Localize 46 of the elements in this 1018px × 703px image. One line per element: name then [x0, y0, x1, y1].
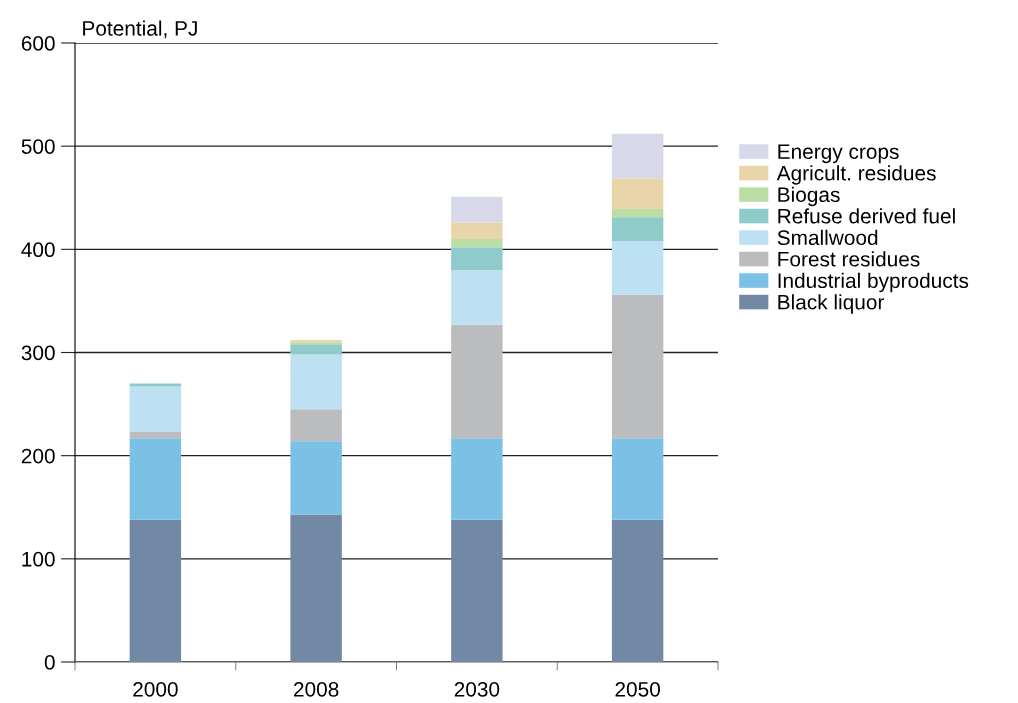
- bar: [611, 294, 664, 439]
- y-tick-label: 200: [21, 448, 55, 464]
- bar: [290, 514, 342, 662]
- y-tick-label: 100: [22, 551, 55, 567]
- legend-label: Energy crops: [778, 144, 899, 164]
- bar: [290, 441, 342, 515]
- bar: [290, 354, 342, 410]
- x-tick-label: 2008: [294, 681, 339, 697]
- bar: [611, 519, 664, 662]
- legend-label: Black liquor: [778, 294, 885, 314]
- bar: [451, 519, 503, 662]
- bar: [451, 438, 503, 520]
- y-tick-label: 400: [21, 242, 55, 258]
- y-tick-label: 0: [44, 655, 55, 670]
- bar: [451, 196, 503, 223]
- bar: [451, 222, 503, 240]
- bar: [611, 438, 664, 520]
- legend-label: Industrial byproducts: [778, 272, 969, 293]
- legend-label: Forest residues: [778, 251, 920, 267]
- bar: [451, 247, 503, 270]
- bar: [129, 438, 182, 520]
- legend-label: Biogas: [778, 186, 840, 207]
- x-tick-label: 2030: [454, 681, 500, 697]
- bar: [129, 386, 182, 432]
- bar: [451, 239, 503, 248]
- x-tick-label: 2050: [615, 681, 660, 697]
- legend-label: Smallwood: [777, 229, 878, 246]
- y-tick-label: 300: [21, 345, 55, 361]
- bar: [129, 383, 182, 387]
- bar: [290, 409, 342, 442]
- bar: [290, 344, 342, 355]
- legend-label: Refuse derived fuel: [778, 208, 955, 224]
- legend-label: Agricult. residues: [776, 165, 936, 185]
- x-tick-label: 2000: [133, 681, 178, 697]
- bar: [129, 519, 182, 662]
- y-tick-label: 500: [21, 139, 55, 154]
- bar: [611, 209, 664, 218]
- y-tick-label: 600: [21, 36, 55, 51]
- bar: [129, 431, 182, 439]
- bar: [451, 269, 503, 325]
- bar: [611, 217, 664, 242]
- y-axis-title: Potential, PJ: [83, 20, 197, 39]
- bar: [611, 178, 664, 210]
- bar: [611, 133, 664, 179]
- bar: [451, 324, 503, 439]
- bar: [611, 241, 664, 295]
